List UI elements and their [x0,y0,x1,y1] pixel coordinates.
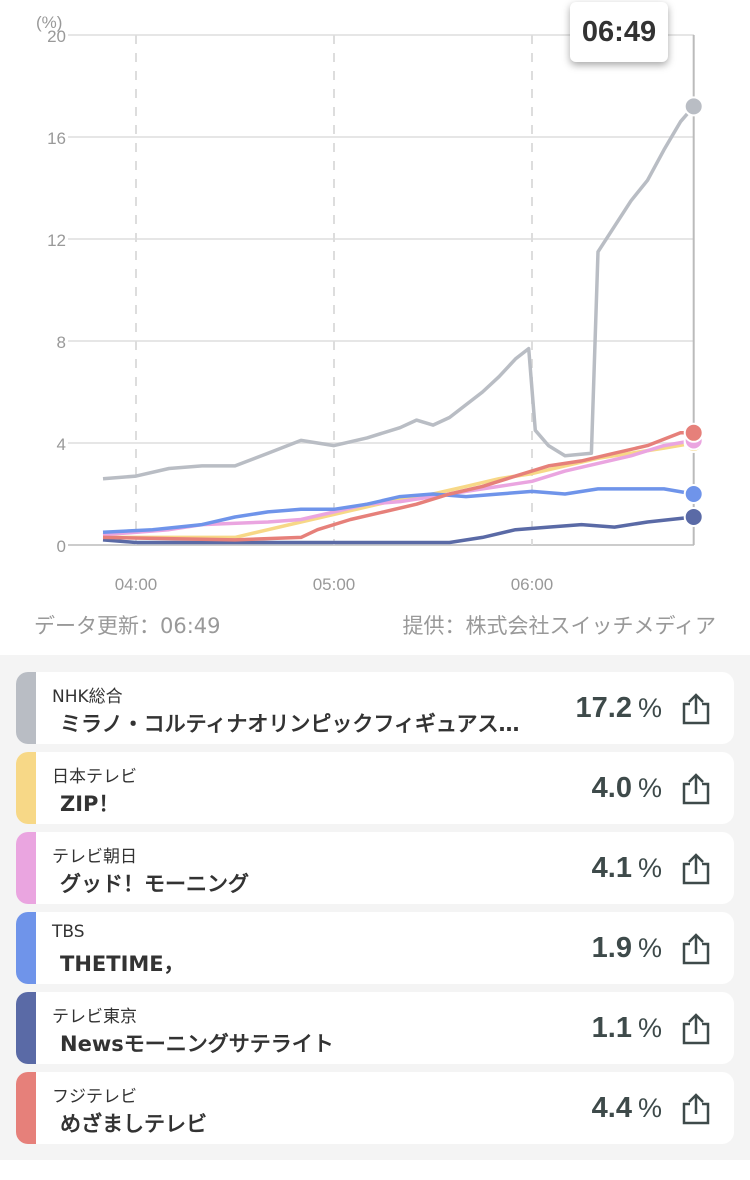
program-title: めざましテレビ [60,1112,207,1136]
rating-value: 17.2% [576,692,662,725]
channel-color-bar [16,752,36,824]
rating-unit: % [637,773,662,803]
channel-item[interactable]: 日本テレビ ZIP！ 4.0% [16,752,734,824]
rating-number: 1.9 [591,932,632,964]
rating-unit: % [637,933,662,963]
rating-value: 1.9% [592,932,662,965]
x-tick-label: 04:00 [115,575,158,594]
channel-color-bar [16,832,36,904]
series-end-dot [683,422,704,443]
series-end-dot [683,484,704,504]
y-tick-label: 8 [57,333,66,352]
share-icon[interactable] [680,1012,712,1046]
series-end-dot [683,96,704,117]
rating-unit: % [637,1013,662,1043]
share-icon[interactable] [680,692,712,726]
rating-number: 4.0 [591,772,632,804]
share-icon[interactable] [680,852,712,886]
channel-name: フジテレビ [52,1087,137,1107]
channel-item[interactable]: フジテレビ めざましテレビ 4.4% [16,1072,734,1144]
program-title: グッド！モーニング [60,872,249,896]
y-axis-label: (%) [36,13,62,32]
y-tick-label: 12 [47,231,66,250]
ratings-chart[interactable]: 0 4 8 12 16 20 04:00 05:00 06:00 (%) [0,0,750,600]
rating-value: 1.1% [592,1012,662,1045]
channel-name: テレビ朝日 [52,847,137,867]
share-icon[interactable] [680,932,712,966]
x-tick-label: 05:00 [313,575,356,594]
series-line [102,515,694,545]
channel-list: NHK総合 ミラノ・コルティナオリンピックフィギュアスケート 17.2% 日本テ… [0,655,750,1160]
y-tick-label: 0 [57,537,66,556]
rating-unit: % [637,853,662,883]
channel-name: テレビ東京 [52,1007,137,1027]
channel-color-bar [16,672,36,744]
channel-color-bar [16,1072,36,1144]
rating-number: 17.2 [575,692,632,724]
channel-color-bar [16,912,36,984]
program-title: THETIME， [60,952,185,976]
rating-unit: % [637,693,662,723]
series-line [102,487,694,535]
provider: 提供：株式会社スイッチメディア [402,614,716,638]
rating-number: 4.4 [591,1092,632,1124]
channel-item[interactable]: テレビ東京 Newsモーニングサテライト 1.1% [16,992,734,1064]
y-tick-label: 4 [57,435,66,454]
y-tick-label: 20 [47,27,66,46]
series-end-dot [683,506,704,527]
share-icon[interactable] [680,772,712,806]
channel-name: NHK総合 [52,687,123,707]
rating-value: 4.4% [592,1092,662,1125]
x-tick-label: 06:00 [511,575,554,594]
rating-number: 1.1 [591,1012,632,1044]
program-title: ミラノ・コルティナオリンピックフィギュアスケート [60,712,520,736]
rating-value: 4.1% [592,852,662,885]
rating-number: 4.1 [591,852,632,884]
channel-item[interactable]: NHK総合 ミラノ・コルティナオリンピックフィギュアスケート 17.2% [16,672,734,744]
program-title: Newsモーニングサテライト [60,1032,334,1056]
series-line [103,441,694,540]
rating-unit: % [637,1093,662,1123]
channel-name: TBS [52,922,85,942]
series-line [102,431,694,542]
series-line [102,438,695,537]
share-icon[interactable] [680,1092,712,1126]
data-updated: データ更新：06:49 [34,614,221,638]
y-tick-label: 16 [47,129,66,148]
channel-item[interactable]: テレビ朝日 グッド！モーニング 4.1% [16,832,734,904]
channel-name: 日本テレビ [52,767,137,787]
channel-item[interactable]: TBS THETIME， 1.9% [16,912,734,984]
series-line [102,105,696,481]
channel-color-bar [16,992,36,1064]
cursor-time-tooltip: 06:49 [570,2,668,62]
rating-value: 4.0% [592,772,662,805]
program-title: ZIP！ [60,792,120,816]
